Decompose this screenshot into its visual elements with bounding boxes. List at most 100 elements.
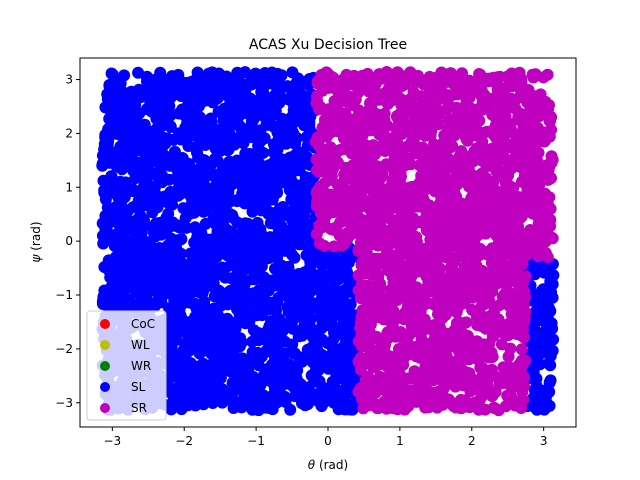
- point-sr: [464, 274, 477, 287]
- point-sr: [364, 285, 377, 297]
- point-sl: [122, 102, 134, 115]
- point-sr: [421, 151, 434, 163]
- point-sl: [208, 290, 221, 303]
- point-sr: [520, 93, 533, 105]
- point-sr: [519, 354, 532, 367]
- point-sl: [163, 302, 176, 315]
- point-sl: [339, 320, 352, 333]
- point-sr: [541, 165, 554, 178]
- point-sr: [398, 313, 411, 326]
- point-sl: [269, 321, 282, 334]
- point-sl: [110, 262, 123, 275]
- point-sl: [205, 69, 218, 82]
- point-sr: [452, 240, 465, 253]
- point-sr: [414, 379, 427, 392]
- legend-label: WL: [131, 338, 150, 352]
- point-sr: [373, 398, 386, 411]
- point-sl: [130, 156, 143, 169]
- point-sr: [414, 101, 427, 114]
- point-sl: [110, 73, 123, 85]
- point-sl: [313, 375, 326, 388]
- point-sr: [491, 74, 503, 87]
- point-sl: [227, 249, 240, 262]
- point-sl: [191, 317, 204, 330]
- point-sl: [318, 293, 331, 306]
- point-sr: [356, 393, 369, 406]
- point-sl: [286, 66, 299, 79]
- point-sr: [491, 257, 504, 270]
- point-sr: [373, 189, 386, 202]
- point-sl: [141, 75, 153, 88]
- point-sl: [274, 363, 287, 376]
- point-sr: [486, 242, 499, 255]
- point-sr: [496, 188, 509, 201]
- point-sr: [362, 201, 375, 214]
- point-sl: [334, 360, 347, 373]
- point-sr: [511, 296, 524, 308]
- point-sl: [220, 313, 233, 326]
- point-sr: [445, 158, 458, 171]
- legend-label: SR: [131, 401, 147, 415]
- legend-marker: [100, 403, 110, 413]
- point-sl: [168, 244, 181, 257]
- point-sl: [150, 135, 163, 148]
- point-sl: [130, 286, 143, 299]
- point-sr: [445, 226, 458, 239]
- point-sr: [394, 143, 407, 156]
- point-sr: [464, 385, 477, 398]
- point-sr: [475, 320, 488, 332]
- point-sr: [434, 341, 446, 354]
- point-sl: [220, 194, 233, 207]
- point-sr: [466, 106, 479, 118]
- point-sl: [334, 345, 347, 358]
- point-sl: [224, 292, 237, 305]
- point-sl: [134, 225, 147, 238]
- point-sl: [127, 201, 140, 214]
- point-sr: [410, 231, 423, 244]
- point-sr: [323, 199, 336, 212]
- legend-label: SL: [131, 380, 146, 394]
- point-sr: [401, 289, 414, 301]
- point-sr: [334, 143, 347, 156]
- point-sl: [286, 90, 299, 103]
- point-sr: [352, 243, 365, 256]
- point-sr: [541, 223, 554, 236]
- point-sr: [323, 149, 336, 162]
- point-sl: [221, 393, 234, 406]
- point-sr: [344, 96, 357, 109]
- point-sl: [224, 96, 237, 109]
- point-sr: [366, 104, 379, 117]
- point-sr: [431, 264, 444, 277]
- point-sr: [451, 83, 464, 96]
- point-sl: [156, 195, 169, 208]
- point-sl: [188, 198, 201, 211]
- point-sl: [336, 371, 349, 384]
- point-sr: [410, 395, 423, 408]
- x-axis-unit: (rad): [315, 458, 348, 472]
- point-sr: [429, 85, 442, 98]
- point-sl: [218, 76, 231, 88]
- point-sr: [407, 86, 420, 99]
- legend-item-wl: WL: [100, 338, 150, 352]
- point-sl: [182, 372, 195, 385]
- point-sr: [505, 287, 518, 300]
- point-sr: [464, 199, 477, 212]
- point-sr: [475, 196, 488, 209]
- point-sr: [419, 401, 432, 414]
- point-sr: [374, 370, 386, 383]
- point-sl: [528, 268, 541, 281]
- y-tick-label: 3: [65, 73, 73, 87]
- point-sl: [304, 313, 317, 326]
- point-sl: [244, 106, 257, 119]
- point-sr: [539, 204, 552, 217]
- point-sl: [129, 132, 141, 145]
- point-sl: [119, 146, 131, 159]
- point-sr: [499, 168, 512, 181]
- point-sr: [510, 309, 523, 322]
- y-tick-label: −2: [55, 342, 73, 356]
- point-sr: [382, 97, 394, 110]
- point-sr: [363, 357, 376, 369]
- point-sr: [463, 401, 476, 414]
- point-sr: [401, 119, 414, 132]
- point-sl: [200, 85, 213, 98]
